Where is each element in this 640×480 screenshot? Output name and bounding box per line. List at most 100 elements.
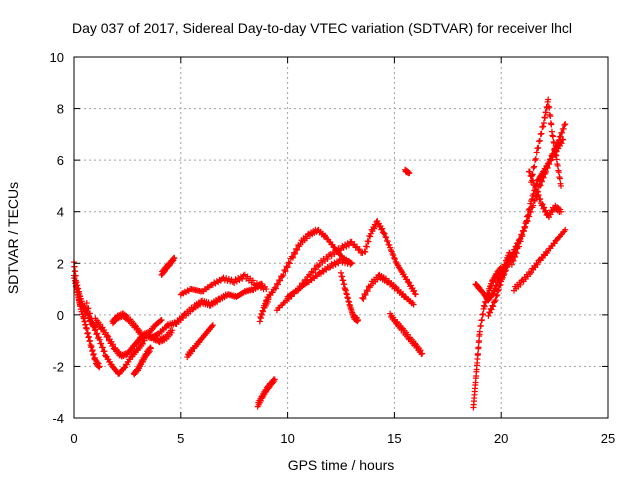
data-point	[303, 280, 310, 287]
series-outlier-15	[402, 166, 413, 177]
data-point	[303, 235, 310, 242]
data-point	[269, 289, 276, 296]
data-point	[502, 268, 509, 275]
data-point	[365, 238, 372, 245]
data-point	[147, 345, 154, 352]
data-point	[561, 121, 568, 128]
data-point	[519, 233, 526, 240]
data-point	[412, 291, 419, 298]
data-point	[292, 250, 299, 257]
data-point	[517, 238, 524, 245]
data-point	[546, 104, 553, 111]
data-point	[293, 245, 300, 252]
data-point	[93, 331, 100, 338]
data-point	[532, 155, 539, 162]
data-point	[541, 114, 548, 121]
data-point	[355, 247, 362, 254]
data-point	[327, 264, 334, 271]
data-point	[548, 121, 555, 128]
data-point	[240, 272, 247, 279]
data-point	[486, 309, 493, 316]
data-point	[490, 303, 497, 310]
data-points	[71, 96, 569, 411]
data-point	[288, 253, 295, 260]
data-point	[282, 268, 289, 275]
data-point	[271, 284, 278, 291]
data-point	[189, 348, 196, 355]
series-isolated-low	[254, 376, 278, 410]
data-point	[529, 177, 536, 184]
data-point	[475, 344, 482, 351]
data-point	[541, 204, 548, 211]
data-point	[559, 129, 566, 136]
data-point	[556, 175, 563, 182]
data-point	[340, 256, 347, 263]
data-point	[272, 285, 279, 292]
data-point	[256, 281, 263, 288]
data-point	[90, 323, 97, 330]
data-point	[101, 348, 108, 355]
series-mid-rise-b	[177, 271, 270, 298]
data-point	[251, 281, 258, 288]
series-dip-4	[130, 344, 154, 378]
data-point	[538, 130, 545, 137]
data-point	[214, 298, 221, 305]
data-point	[109, 341, 116, 348]
x-tick-label: 5	[177, 431, 184, 446]
data-point	[236, 277, 243, 284]
data-point	[476, 328, 483, 335]
data-point	[179, 315, 186, 322]
data-point	[312, 266, 319, 273]
data-point	[560, 125, 567, 132]
data-point	[503, 267, 510, 274]
data-point	[419, 350, 426, 357]
data-point	[534, 261, 541, 268]
data-point	[542, 207, 549, 214]
x-tick-label: 20	[494, 431, 508, 446]
data-point	[390, 252, 397, 259]
data-point	[277, 277, 284, 284]
data-point	[391, 255, 398, 262]
data-point	[171, 255, 178, 262]
series-mid-drop	[184, 322, 216, 361]
data-point	[406, 170, 413, 177]
data-point	[405, 279, 412, 286]
data-point	[294, 247, 301, 254]
series-dip-3	[109, 310, 165, 340]
data-point	[335, 260, 342, 267]
data-point	[474, 350, 481, 357]
data-point	[311, 265, 318, 272]
data-point	[286, 260, 293, 267]
data-point	[417, 347, 424, 354]
data-point	[99, 344, 106, 351]
data-point	[94, 330, 101, 337]
data-point	[348, 260, 355, 267]
data-point	[493, 293, 500, 300]
data-point	[382, 275, 389, 282]
data-point	[325, 251, 332, 258]
data-point	[535, 144, 542, 151]
data-point	[339, 259, 346, 266]
series-late-spike	[470, 264, 505, 411]
data-point	[524, 212, 531, 219]
data-point	[411, 340, 418, 347]
data-point	[216, 276, 223, 283]
data-point	[547, 113, 554, 120]
data-point	[158, 317, 165, 324]
series-ridge-14	[361, 218, 419, 298]
data-point	[560, 136, 567, 143]
series-late-drop	[525, 168, 565, 221]
y-tick-label: 4	[57, 205, 64, 220]
data-point	[355, 317, 362, 324]
data-point	[83, 300, 90, 307]
data-point	[496, 282, 503, 289]
data-point	[552, 146, 559, 153]
series-isolated-mid	[256, 296, 272, 325]
data-point	[526, 168, 533, 175]
data-point	[87, 310, 94, 317]
data-point	[526, 205, 533, 212]
data-point	[539, 124, 546, 131]
series-rise-to-peak	[263, 226, 355, 304]
data-point	[533, 149, 540, 156]
data-point	[343, 243, 350, 250]
